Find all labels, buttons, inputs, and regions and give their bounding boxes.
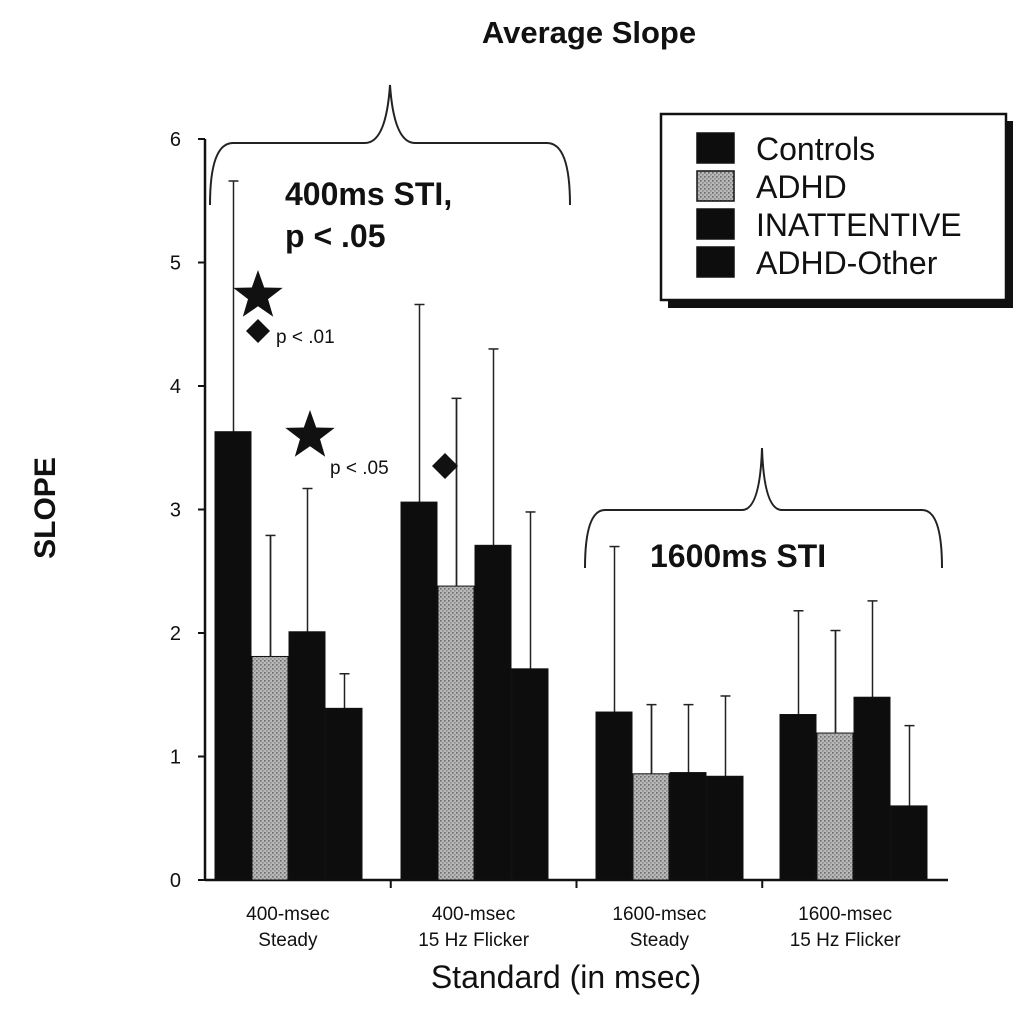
bar	[325, 707, 363, 881]
legend-swatch	[696, 170, 735, 202]
bracket-400ms-label-line1: 400ms STI,	[285, 176, 452, 212]
legend-label: INATTENTIVE	[756, 207, 962, 243]
legend-label: ADHD-Other	[756, 245, 938, 281]
y-tick-label: 4	[170, 376, 181, 398]
axes: 0 1 2 3 4 5 6 400-msec Steady 400-msec 15 Hz Flick…	[170, 129, 948, 951]
bar	[595, 711, 633, 881]
bar	[669, 772, 707, 881]
bar	[214, 431, 252, 881]
bar	[632, 773, 670, 881]
diamond-icon	[246, 319, 270, 343]
bar	[474, 544, 512, 881]
x-tick-label: 1600-msec	[612, 904, 706, 925]
legend-swatch	[696, 246, 735, 278]
bar	[400, 501, 438, 881]
bar	[890, 805, 928, 881]
bracket-400ms-label-line2: p < .05	[285, 218, 386, 254]
bar	[706, 775, 744, 881]
x-tick-label: 15 Hz Flicker	[790, 930, 902, 951]
bar	[437, 585, 475, 881]
bar	[779, 714, 817, 881]
sig-label-p01: p < .01	[276, 327, 335, 348]
x-tick-label: 400-msec	[432, 904, 515, 925]
x-tick-label: 15 Hz Flicker	[418, 930, 530, 951]
bar	[816, 732, 854, 881]
x-tick-label: 400-msec	[246, 904, 329, 925]
x-tick-label: Steady	[258, 930, 318, 951]
bar	[288, 631, 326, 881]
y-tick-label: 6	[170, 129, 181, 151]
x-tick-label: 1600-msec	[798, 904, 892, 925]
y-tick-label: 5	[170, 253, 181, 275]
legend-swatch	[696, 132, 735, 164]
bar	[853, 696, 891, 881]
y-tick-label: 3	[170, 500, 181, 522]
diamond-icon	[432, 453, 458, 479]
y-tick-label: 1	[170, 747, 181, 769]
bracket-400ms	[209, 84, 571, 206]
sig-label-p05: p < .05	[330, 458, 389, 479]
bar	[251, 655, 289, 881]
legend-label: Controls	[756, 131, 875, 167]
y-tick-label: 0	[170, 870, 181, 892]
y-tick-label: 2	[170, 623, 181, 645]
x-tick-label: Steady	[630, 930, 690, 951]
legend-swatch	[696, 208, 735, 240]
bars	[214, 180, 928, 881]
bracket-1600ms-label: 1600ms STI	[650, 538, 826, 574]
star-icon	[233, 270, 283, 317]
y-axis-label: SLOPE	[29, 457, 62, 559]
star-icon	[285, 410, 335, 457]
x-axis-label: Standard (in msec)	[431, 959, 701, 995]
legend-label: ADHD	[756, 169, 847, 205]
chart-title: Average Slope	[482, 15, 696, 50]
bar	[511, 668, 549, 881]
bracket-1600ms	[584, 447, 943, 569]
